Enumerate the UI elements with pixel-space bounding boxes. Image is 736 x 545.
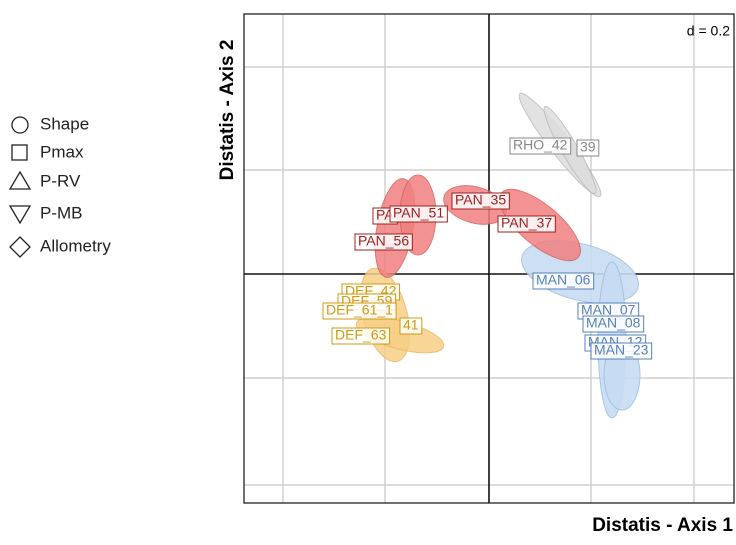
legend-triangle [8, 170, 32, 190]
point-label: PAN_35 [455, 192, 506, 208]
point-label: PAN_56 [358, 233, 409, 249]
point-label: 39 [580, 139, 596, 155]
legend-label: P-MB [40, 203, 83, 222]
point-label: DEF_63 [335, 327, 387, 343]
label-box [590, 342, 653, 360]
point-label: 41 [403, 317, 419, 333]
legend-label: Pmax [40, 142, 84, 161]
legend-triangle-down [8, 205, 32, 225]
label-box [582, 315, 645, 333]
point-label: MAN_23 [594, 342, 649, 358]
x-axis-label: Distatis - Axis 1 [592, 515, 733, 536]
point-label: RHO_42 [513, 137, 568, 153]
point-label: MAN_08 [586, 315, 641, 331]
label-box [322, 302, 397, 320]
legend-label: Allometry [40, 236, 111, 255]
point-label: DEF_61_1 [326, 302, 393, 318]
label-box [331, 327, 391, 345]
point-label: PAN_37 [501, 215, 552, 231]
point-label: MAN_07 [581, 302, 636, 318]
label-box [497, 215, 556, 233]
label-box [576, 139, 600, 157]
legend-label: Shape [40, 114, 89, 133]
point-label: PAN_51 [393, 205, 444, 221]
y-axis-label: Distatis - Axis 2 [217, 40, 238, 181]
point-label: MAN_06 [536, 272, 591, 288]
scale-label: d = 0.2 [687, 23, 730, 39]
label-box [532, 272, 595, 290]
legend [8, 116, 32, 258]
label-box [451, 192, 510, 210]
legend-square [11, 144, 28, 161]
legend-diamond [9, 236, 31, 258]
label-box [399, 317, 423, 335]
legend-label: P-RV [40, 171, 81, 190]
label-box [509, 137, 572, 155]
legend-circle [11, 116, 29, 134]
label-box [354, 233, 413, 251]
ellipses [355, 92, 641, 419]
label-box [389, 205, 448, 223]
